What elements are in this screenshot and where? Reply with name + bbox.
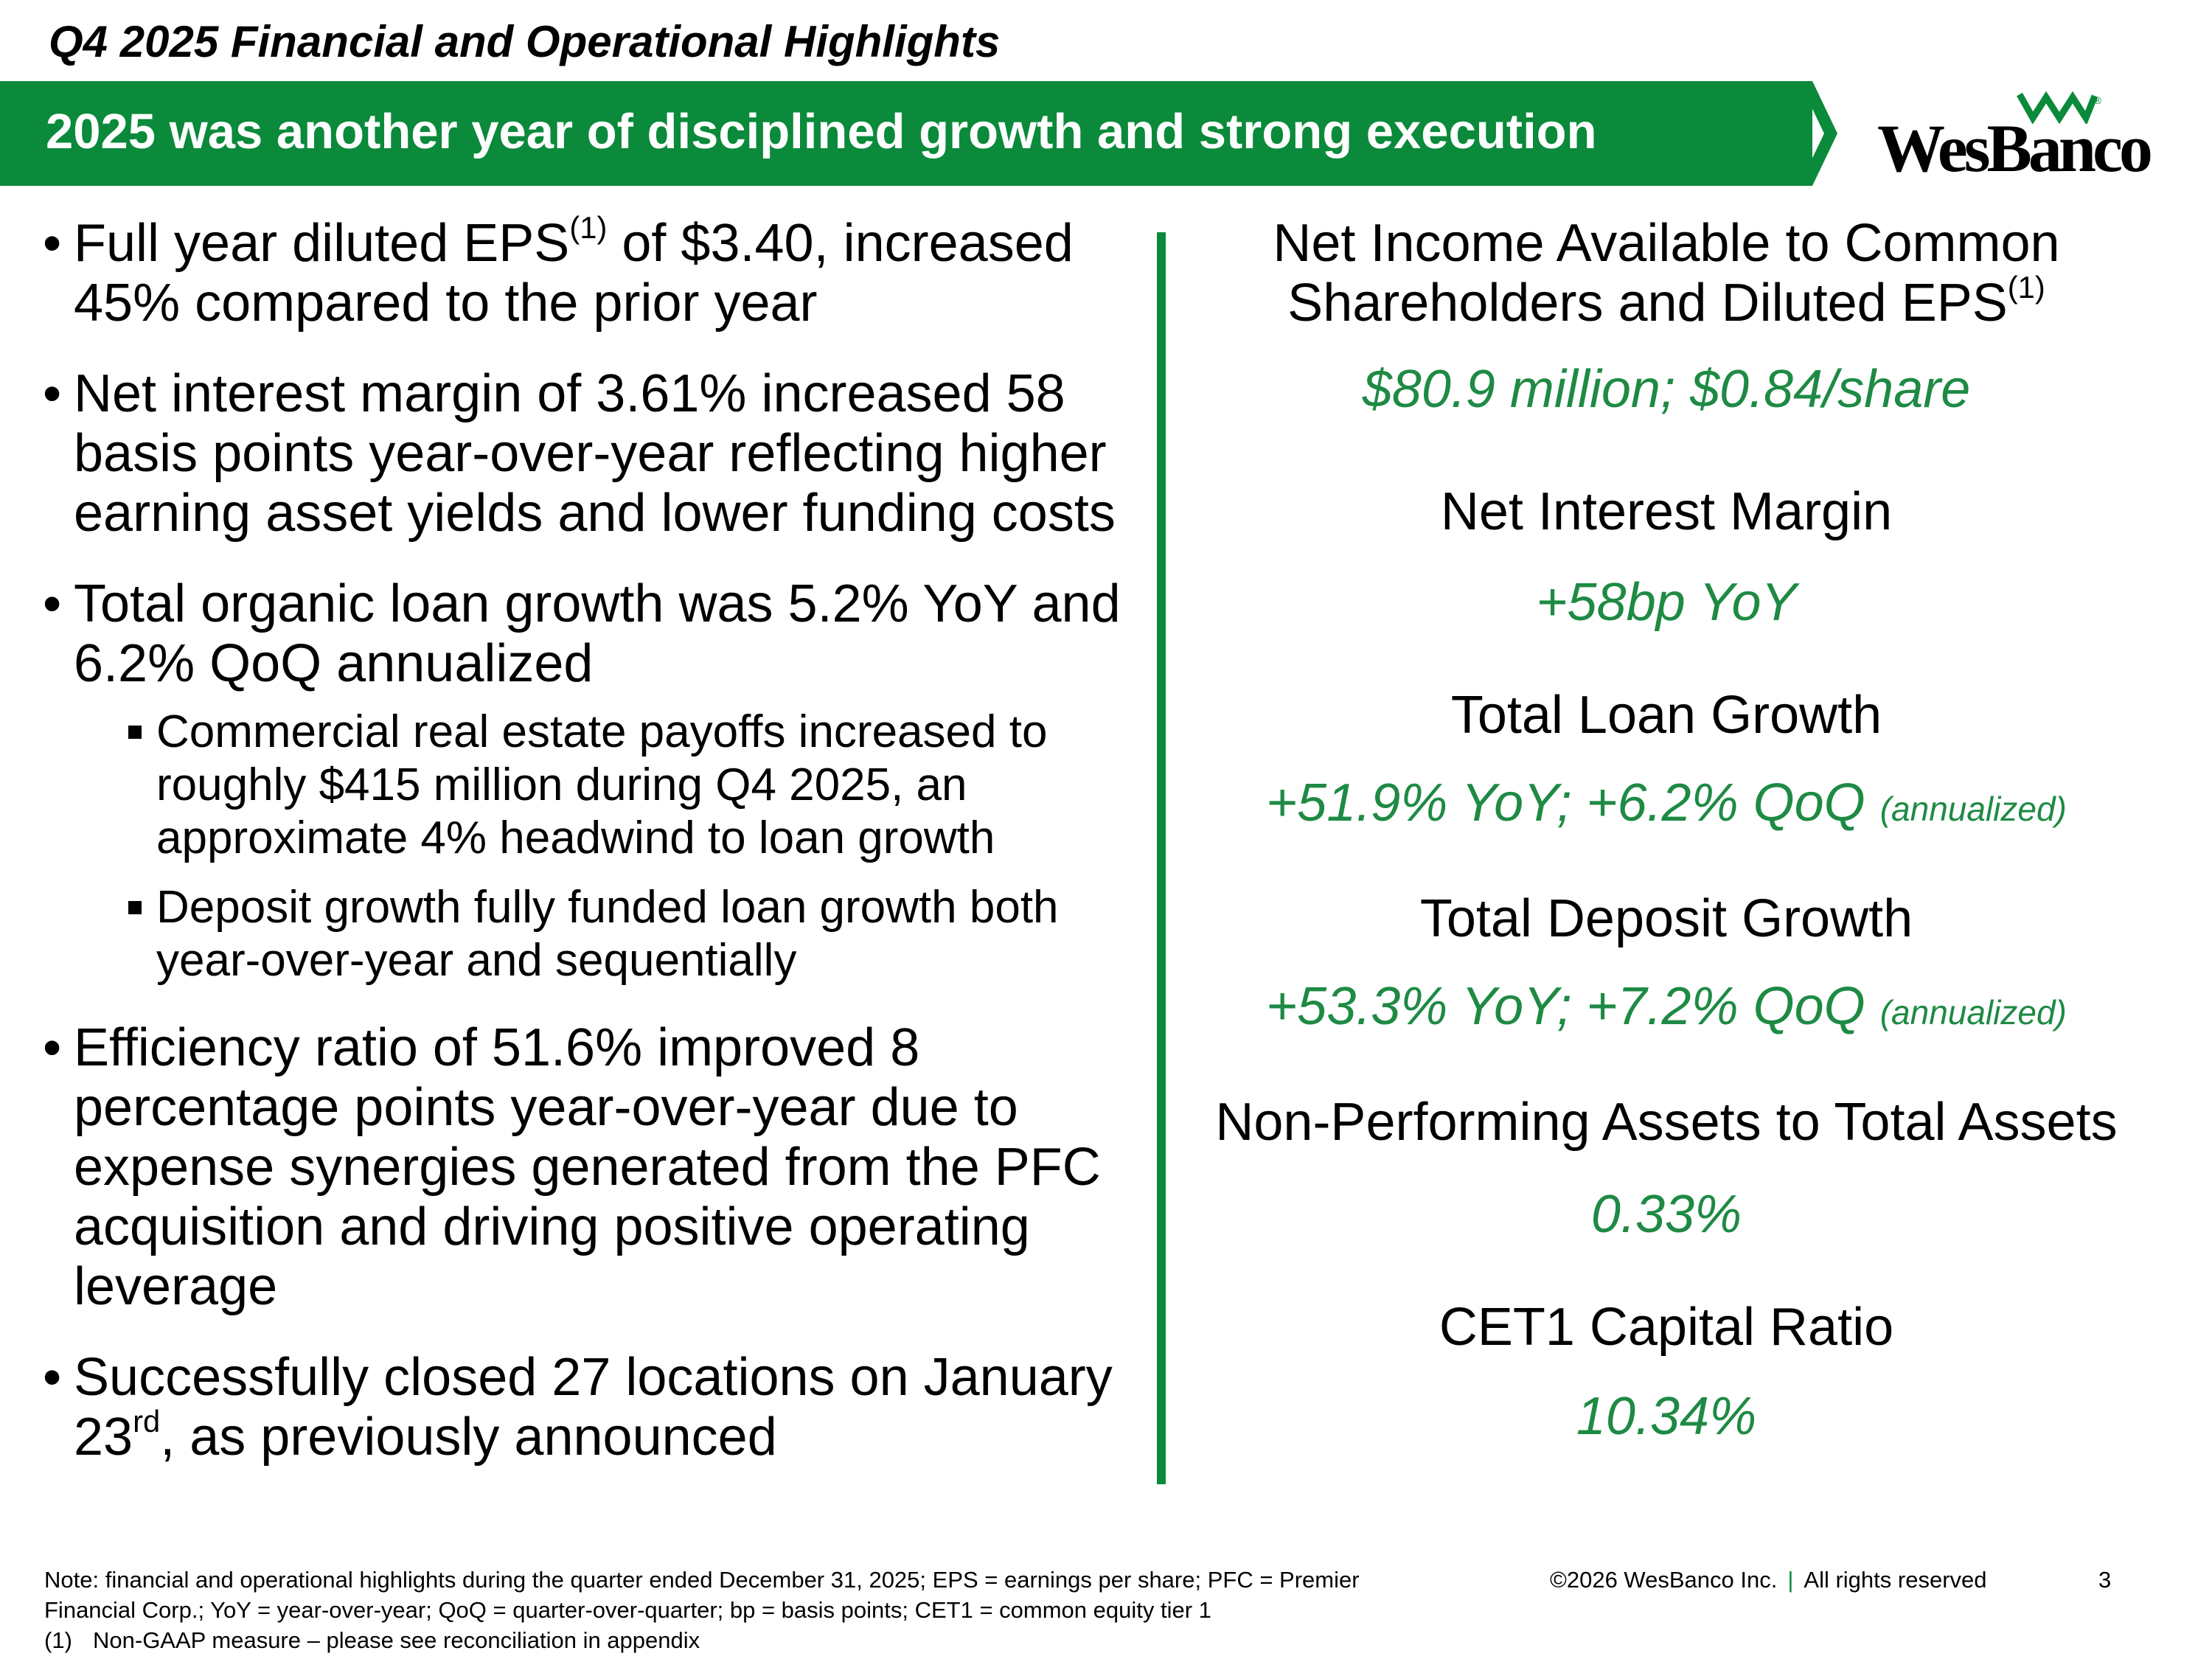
footer-separator: | [1787,1567,1794,1593]
annualized-note: (annualized) [1879,993,2067,1032]
metric-value-net-income: $80.9 million; $0.84/share [1362,360,1971,419]
logo-mark-icon [2017,91,2098,124]
footnote-item: (1) Non-GAAP measure – please see reconc… [44,1625,1504,1655]
square-bullet-icon [128,726,142,739]
bullet-efficiency-ratio: Efficiency ratio of 51.6% improved 8 per… [43,1018,1149,1317]
metric-label-nim: Net Interest Margin [1440,482,1893,541]
bullet-loan-growth: Total organic loan growth was 5.2% YoY a… [43,574,1149,694]
metric-label-loan-growth: Total Loan Growth [1450,686,1882,745]
logo-wordmark: WesBanco [1877,111,2153,186]
banner-title: 2025 was another year of disciplined gro… [46,104,1597,159]
metric-value-cet1: 10.34% [1576,1387,1757,1446]
column-divider [1157,232,1166,1484]
footnote-text: Non-GAAP measure – please see reconcilia… [93,1627,700,1653]
metric-label-npa: Non-Performing Assets to Total Assets [1215,1093,2118,1152]
square-bullet-icon [128,901,142,914]
metric-label-deposit-growth: Total Deposit Growth [1419,889,1913,948]
highlights-list: Full year diluted EPS(1) of $3.40, incre… [43,212,1149,1498]
metric-value-npa: 0.33% [1590,1185,1742,1244]
footnote-line: Financial Corp.; YoY = year-over-year; Q… [44,1597,1211,1623]
banner-chevron-icon [1799,81,1837,186]
metric-value-loan-growth: +51.9% YoY; +6.2% QoQ (annualized) [1266,773,2067,832]
key-metrics: Net Income Available to Common Sharehold… [1165,214,2168,1447]
page-number: 3 [2098,1567,2112,1593]
footnote-number: (1) [44,1627,72,1653]
section-title: Q4 2025 Financial and Operational Highli… [49,17,1001,66]
metric-label-cet1: CET1 Capital Ratio [1439,1298,1894,1357]
logo-registered-mark: ® [2094,94,2102,106]
footnote: Note: financial and operational highligh… [44,1565,1504,1655]
bullet-net-interest-margin: Net interest margin of 3.61% increased 5… [43,364,1149,543]
metric-label-net-income: Net Income Available to Common Sharehold… [1273,214,2060,333]
bullet-closed-locations: Successfully closed 27 locations on Janu… [43,1348,1149,1467]
subbullet-cre-payoffs: Commercial real estate payoffs increased… [128,706,1149,865]
copyright: ©2026 WesBanco Inc. | All rights reserved [1550,1567,1987,1593]
metric-value-nim: +58bp YoY [1536,573,1797,632]
bullet-eps: Full year diluted EPS(1) of $3.40, incre… [43,212,1149,333]
loan-growth-subbullets: Commercial real estate payoffs increased… [43,706,1149,987]
footnote-line: Note: financial and operational highligh… [44,1567,1360,1593]
wesbanco-logo: ® WesBanco [1873,87,2153,186]
metric-value-deposit-growth: +53.3% YoY; +7.2% QoQ (annualized) [1266,977,2067,1036]
subbullet-deposit-growth: Deposit growth fully funded loan growth … [128,881,1149,987]
annualized-note: (annualized) [1879,790,2067,828]
title-banner [0,81,1812,186]
